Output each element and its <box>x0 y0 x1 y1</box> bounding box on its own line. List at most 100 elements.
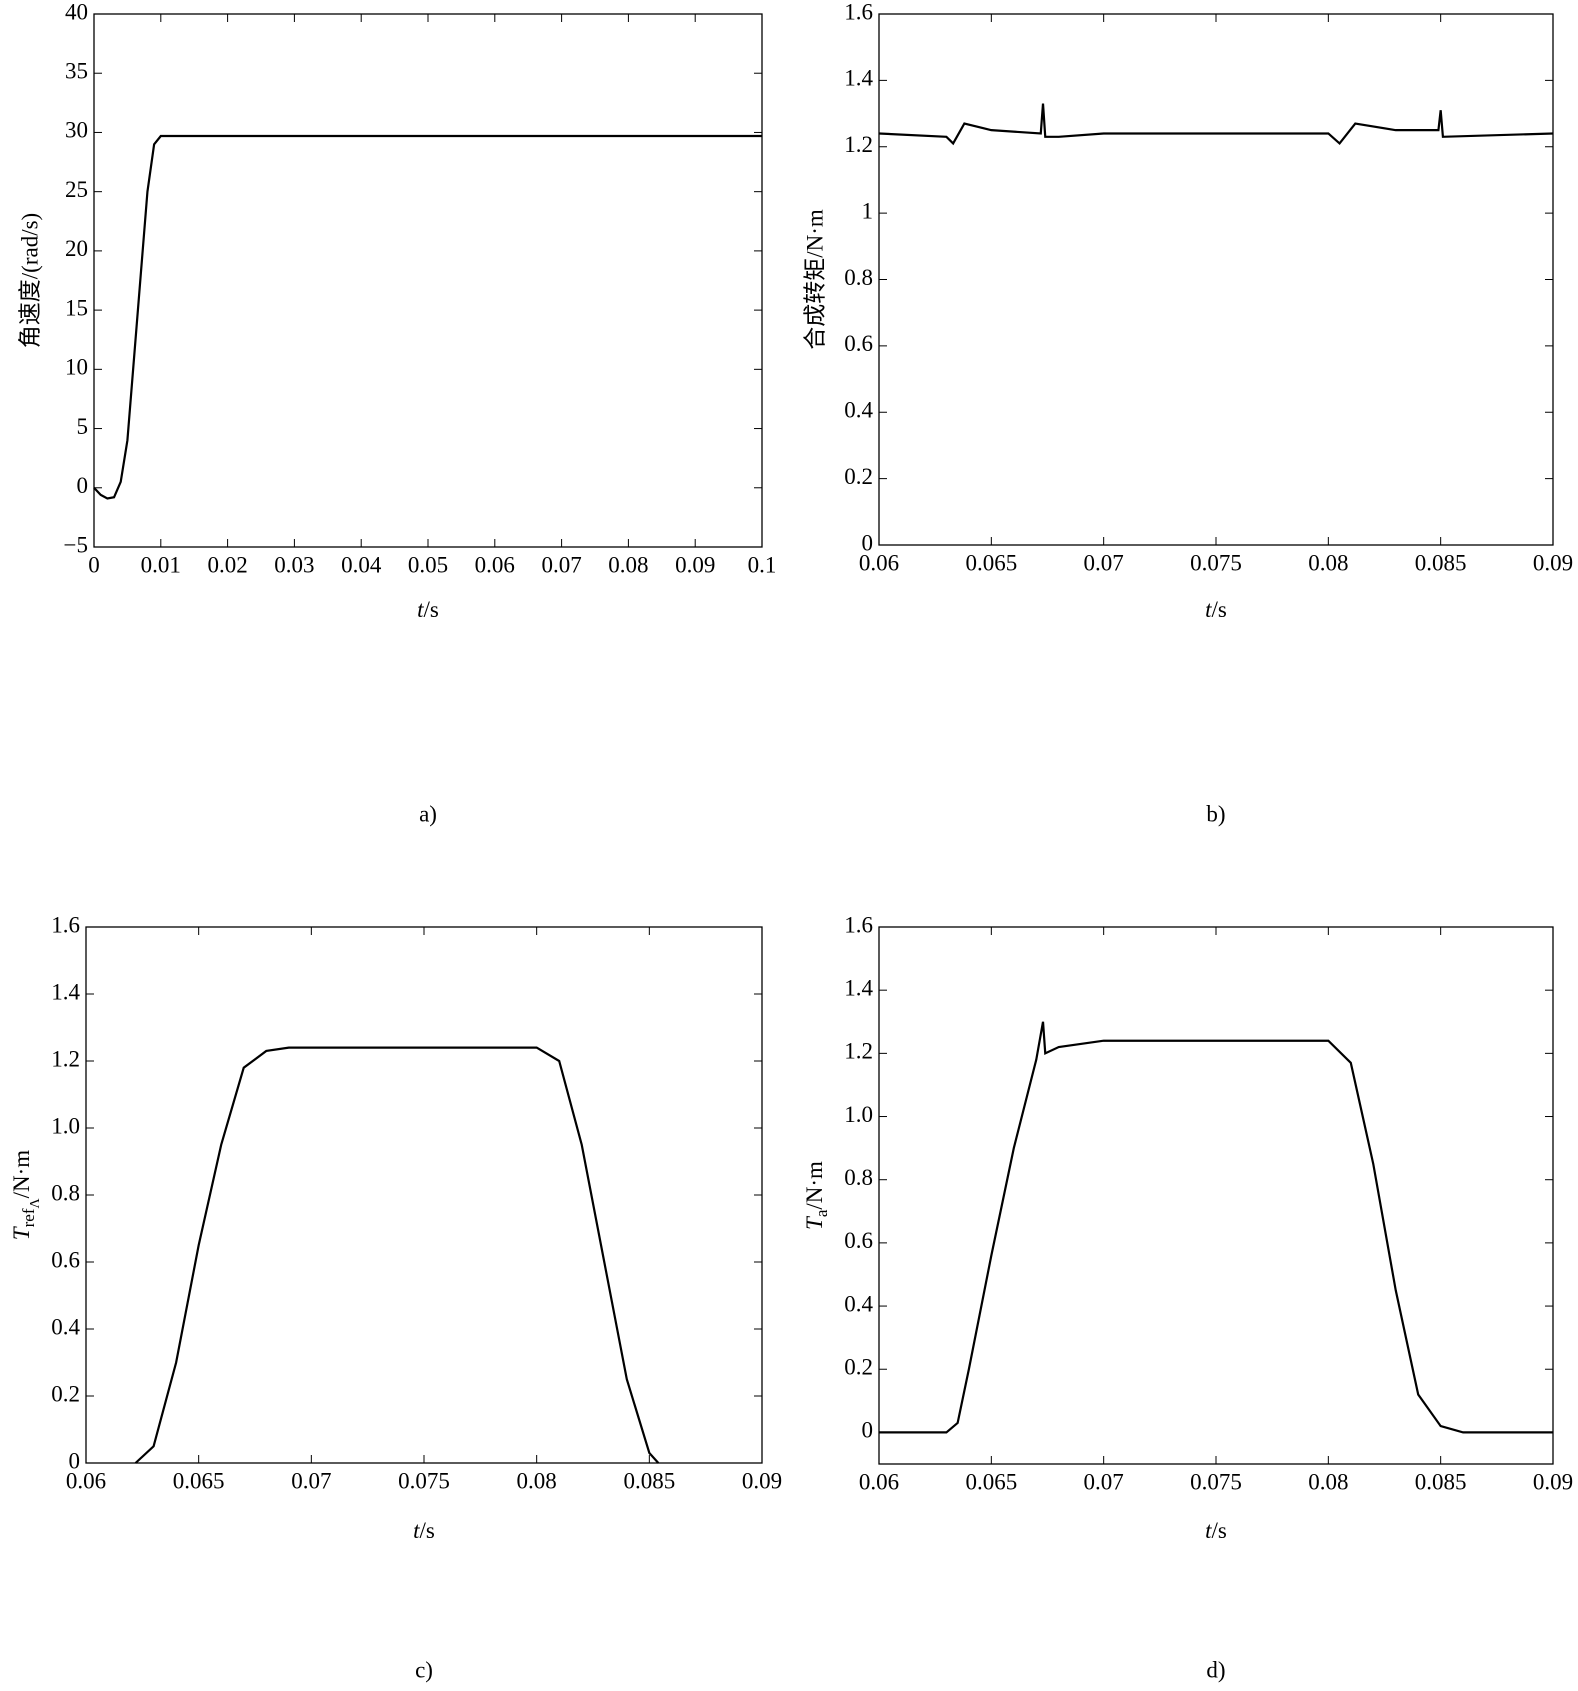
y-tick-label: 1.2 <box>844 132 873 157</box>
x-tick-label: 0.06 <box>66 1468 106 1493</box>
data-line <box>878 103 1554 146</box>
x-tick-label: 0.05 <box>408 552 448 577</box>
x-tick-label: 0.1 <box>748 552 777 577</box>
x-tick-label: 0 <box>88 552 100 577</box>
label-part: t <box>1205 597 1212 622</box>
label-part: T <box>802 1215 827 1230</box>
label-part: a <box>812 1209 831 1217</box>
label-part: t <box>413 1518 420 1543</box>
y-tick-label: 1 <box>862 198 874 223</box>
y-tick-label: 20 <box>65 236 88 261</box>
x-tick-label: 0.085 <box>623 1468 675 1493</box>
label-part: T <box>9 1225 34 1240</box>
label-part: /s <box>1212 597 1227 622</box>
y-tick-label: 0 <box>77 473 89 498</box>
x-tick-label: 0.07 <box>1084 550 1124 575</box>
y-tick-label: 0.4 <box>844 1291 873 1316</box>
y-tick-label: 1.2 <box>51 1046 80 1071</box>
y-tick-label: 1.0 <box>51 1113 80 1138</box>
axis-label: Ta/N·m <box>802 1161 831 1230</box>
x-tick-label: 0.09 <box>675 552 715 577</box>
data-line <box>134 1046 660 1464</box>
y-tick-label: 1.0 <box>844 1102 873 1127</box>
x-tick-label: 0.085 <box>1415 1469 1467 1494</box>
y-tick-label: 5 <box>77 414 89 439</box>
plot-frame <box>85 926 763 1464</box>
label-part: /N·m <box>802 1161 827 1210</box>
axis-label: t/s <box>417 597 439 622</box>
y-tick-label: 15 <box>65 295 88 320</box>
label-part: ref <box>19 1208 38 1227</box>
axis-label: t/s <box>413 1518 435 1543</box>
plot-frame <box>878 13 1554 546</box>
y-tick-label: 0.2 <box>51 1381 80 1406</box>
axis-label: TrefΛ/N·m <box>9 1150 43 1240</box>
plot-frame <box>878 926 1554 1465</box>
x-tick-label: 0.09 <box>1533 550 1573 575</box>
y-tick-label: 0 <box>862 1418 874 1443</box>
y-tick-label: 0.6 <box>844 331 873 356</box>
x-tick-label: 0.08 <box>1308 1469 1348 1494</box>
label-part: /s <box>1212 1518 1227 1543</box>
x-tick-label: 0.07 <box>291 1468 331 1493</box>
caption: b) <box>1206 801 1225 826</box>
x-tick-label: 0.08 <box>1308 550 1348 575</box>
y-tick-label: 0.8 <box>51 1180 80 1205</box>
y-tick-label: 0.4 <box>51 1314 80 1339</box>
x-tick-label: 0.02 <box>207 552 247 577</box>
plot-frame <box>93 13 763 548</box>
x-tick-label: 0.065 <box>173 1468 225 1493</box>
axis-label: 合成转矩/N·m <box>802 209 827 350</box>
data-line <box>879 1021 1553 1434</box>
y-tick-label: 25 <box>65 177 88 202</box>
x-tick-label: 0.075 <box>1190 550 1242 575</box>
label-part: /s <box>424 597 439 622</box>
x-tick-label: 0.075 <box>398 1468 450 1493</box>
label-part: /s <box>420 1518 435 1543</box>
y-tick-label: 0.6 <box>51 1247 80 1272</box>
y-tick-label: 1.2 <box>844 1039 873 1064</box>
label-part: t <box>417 597 424 622</box>
label-part: /N·m <box>9 1150 34 1199</box>
y-tick-label: 1.4 <box>844 975 873 1000</box>
y-tick-label: 0.4 <box>844 398 873 423</box>
x-tick-label: 0.075 <box>1190 1469 1242 1494</box>
y-tick-label: 0.2 <box>844 1355 873 1380</box>
x-tick-label: 0.07 <box>541 552 581 577</box>
x-tick-label: 0.065 <box>965 1469 1017 1494</box>
x-tick-label: 0.09 <box>742 1468 782 1493</box>
axis-label: 角速度/(rad/s) <box>17 213 42 348</box>
y-tick-label: 1.6 <box>844 0 873 24</box>
x-tick-label: 0.06 <box>475 552 515 577</box>
x-tick-label: 0.09 <box>1533 1469 1573 1494</box>
y-tick-label: 1.6 <box>844 912 873 937</box>
x-tick-label: 0.06 <box>859 550 899 575</box>
y-tick-label: 1.4 <box>51 979 80 1004</box>
y-tick-label: 0 <box>69 1448 81 1473</box>
caption: c) <box>415 1657 433 1682</box>
x-tick-label: 0.07 <box>1084 1469 1124 1494</box>
y-tick-label: 1.6 <box>51 912 80 937</box>
axis-label: t/s <box>1205 597 1227 622</box>
y-tick-label: 1.4 <box>844 66 873 91</box>
y-tick-label: 40 <box>65 0 88 24</box>
label-part: Λ <box>28 1198 43 1209</box>
y-tick-label: 10 <box>65 355 88 380</box>
x-tick-label: 0.065 <box>965 550 1017 575</box>
y-tick-label: 0 <box>862 530 874 555</box>
x-tick-label: 0.06 <box>859 1469 899 1494</box>
caption: a) <box>419 801 437 826</box>
y-tick-label: 0.6 <box>844 1228 873 1253</box>
y-tick-label: 35 <box>65 59 88 84</box>
x-tick-label: 0.085 <box>1415 550 1467 575</box>
caption: d) <box>1206 1657 1225 1682</box>
y-tick-label: 0.2 <box>844 464 873 489</box>
x-tick-label: 0.01 <box>141 552 181 577</box>
y-tick-label: 30 <box>65 118 88 143</box>
x-tick-label: 0.03 <box>274 552 314 577</box>
x-tick-label: 0.08 <box>517 1468 557 1493</box>
x-tick-label: 0.08 <box>608 552 648 577</box>
y-tick-label: 0.8 <box>844 265 873 290</box>
